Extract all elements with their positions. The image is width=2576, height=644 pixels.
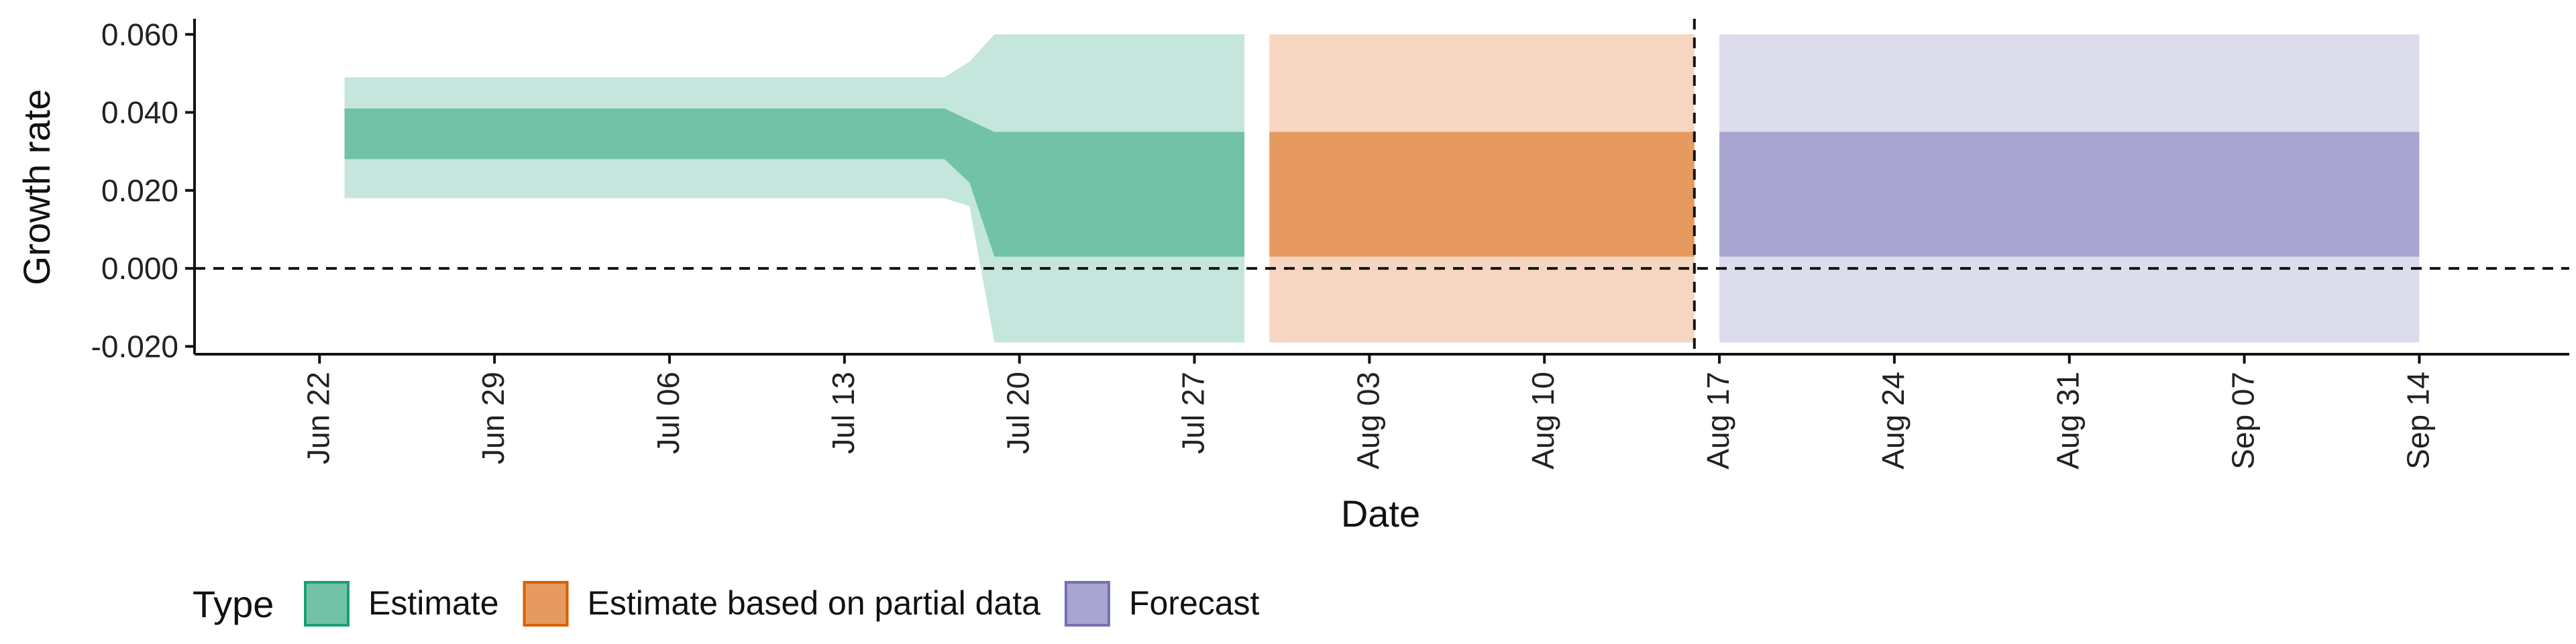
y-tick-label: -0.020 bbox=[91, 329, 178, 364]
legend-key-2 bbox=[523, 581, 569, 627]
legend-title: Type bbox=[193, 583, 274, 625]
x-tick-label: Sep 07 bbox=[2226, 372, 2261, 470]
legend-label-1: Estimate bbox=[368, 584, 499, 622]
legend-label-3: Forecast bbox=[1129, 584, 1260, 622]
y-tick-label: 0.020 bbox=[101, 173, 178, 208]
legend-key-3 bbox=[1064, 581, 1110, 627]
y-tick-label: 0.040 bbox=[101, 95, 178, 130]
x-tick-label: Jun 29 bbox=[476, 372, 511, 464]
y-tick-label: 0.000 bbox=[101, 251, 178, 286]
x-tick-label: Jul 20 bbox=[1001, 372, 1036, 454]
band-50-series-3 bbox=[1719, 131, 2420, 257]
x-tick-label: Jul 13 bbox=[826, 372, 861, 454]
x-tick-label: Aug 17 bbox=[1701, 372, 1735, 470]
band-layer bbox=[344, 34, 2420, 343]
band-50-series-1 bbox=[344, 108, 1245, 257]
x-tick-label: Jul 06 bbox=[651, 372, 686, 454]
x-tick-label: Aug 10 bbox=[1525, 372, 1560, 470]
y-ticks: -0.020 0.000 0.020 0.040 0.060 bbox=[91, 17, 195, 364]
x-tick-label: Jul 27 bbox=[1176, 372, 1211, 454]
x-tick-label: Jun 22 bbox=[301, 372, 335, 464]
legend-key-1 bbox=[304, 581, 350, 627]
x-tick-label: Aug 31 bbox=[2051, 372, 2086, 470]
legend: Type Estimate Estimate based on partial d… bbox=[193, 581, 1260, 627]
x-tick-label: Aug 24 bbox=[1876, 372, 1911, 470]
x-ticks: Jun 22 Jun 29 Jul 06 Jul 13 Jul 20 Jul 27 Aug … bbox=[301, 354, 2435, 470]
y-axis-title: Growth rate bbox=[15, 89, 58, 286]
x-axis-title: Date bbox=[1341, 492, 1420, 535]
x-tick-label: Sep 14 bbox=[2400, 372, 2435, 470]
x-tick-label: Aug 03 bbox=[1350, 372, 1385, 470]
legend-items: Estimate Estimate based on partial data Fo… bbox=[304, 581, 1260, 627]
y-tick-label: 0.060 bbox=[101, 17, 178, 52]
legend-label-2: Estimate based on partial data bbox=[588, 584, 1041, 622]
axes-layer bbox=[193, 19, 2569, 356]
reference-lines bbox=[195, 19, 2569, 354]
band-50-series-2 bbox=[1269, 131, 1695, 257]
